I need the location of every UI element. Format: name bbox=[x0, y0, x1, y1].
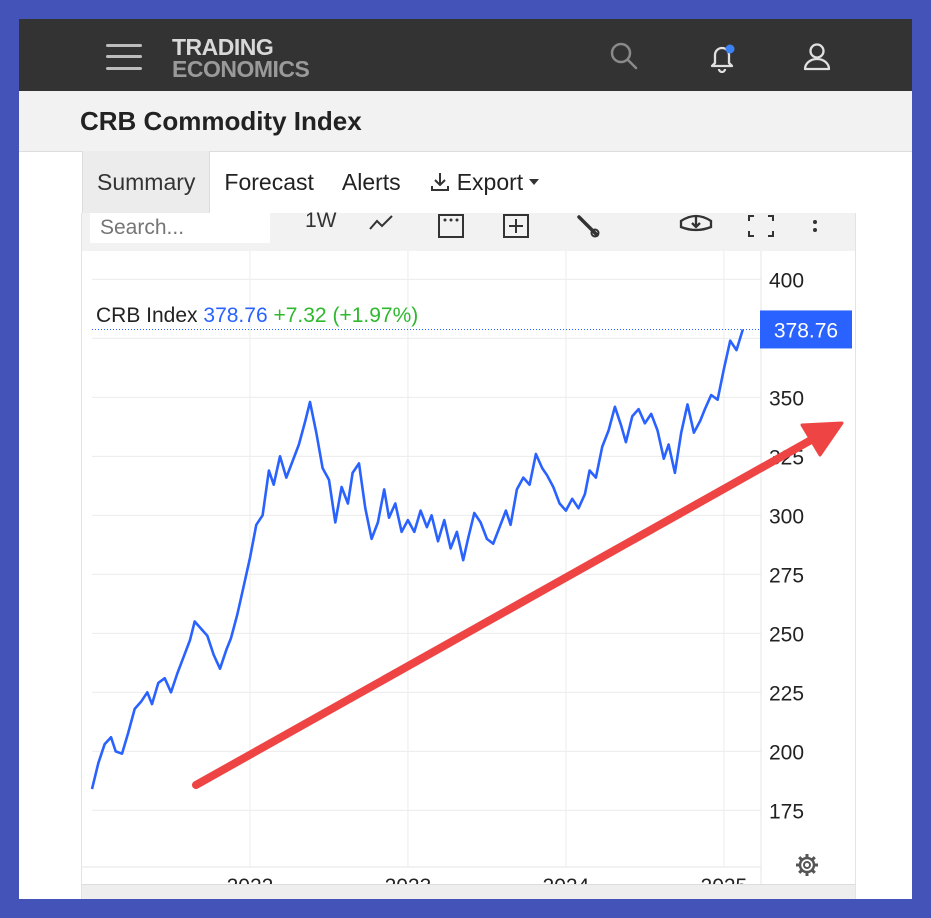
more-icon[interactable] bbox=[811, 213, 819, 245]
symbol-search-input[interactable] bbox=[90, 213, 270, 243]
logo[interactable]: TRADING ECONOMICS bbox=[172, 34, 310, 82]
tab-summary[interactable]: Summary bbox=[82, 151, 211, 213]
menu-icon[interactable] bbox=[106, 42, 142, 72]
y-tick-label: 200 bbox=[769, 741, 804, 764]
search-icon[interactable] bbox=[609, 41, 639, 71]
chart-plot: 1752002252502753003253504002022202320242… bbox=[82, 251, 852, 899]
legend-series-name: CRB Index bbox=[96, 304, 203, 327]
chart-container: 1W 17520022525027530032535040 bbox=[81, 209, 856, 899]
y-tick-label: 275 bbox=[769, 564, 804, 587]
period-selector[interactable]: 1W bbox=[305, 209, 337, 232]
tab-forecast[interactable]: Forecast bbox=[224, 168, 314, 195]
y-tick-label: 175 bbox=[769, 800, 804, 823]
user-icon[interactable] bbox=[802, 41, 832, 71]
legend-change: +7.32 (+1.97%) bbox=[273, 304, 418, 327]
title-bar: CRB Commodity Index bbox=[19, 91, 912, 152]
tab-alerts[interactable]: Alerts bbox=[341, 168, 401, 195]
y-tick-label: 300 bbox=[769, 505, 804, 528]
chevron-down-icon bbox=[529, 179, 540, 185]
y-tick-label: 400 bbox=[769, 269, 804, 292]
line-chart-icon[interactable] bbox=[368, 213, 394, 241]
chart-bottom-strip bbox=[82, 884, 855, 899]
logo-line-2: ECONOMICS bbox=[172, 56, 310, 82]
page-title: CRB Commodity Index bbox=[80, 106, 362, 136]
annotation-arrow-line bbox=[192, 431, 824, 789]
bell-icon[interactable] bbox=[707, 41, 737, 74]
series-line-crb-index bbox=[90, 329, 745, 790]
tab-export[interactable]: Export bbox=[415, 151, 555, 213]
logo-line-1: TRADING bbox=[172, 34, 274, 60]
chart-toolbar: 1W bbox=[82, 209, 855, 251]
y-tick-label: 225 bbox=[769, 682, 804, 705]
price-tag-label: 378.76 bbox=[774, 319, 838, 342]
calendar-icon[interactable] bbox=[437, 213, 465, 245]
settings-gear-icon[interactable] bbox=[796, 854, 818, 876]
tab-export-label: Export bbox=[456, 168, 524, 195]
add-icon[interactable] bbox=[502, 213, 530, 245]
annotation-arrow-head bbox=[800, 421, 844, 457]
y-tick-label: 250 bbox=[769, 623, 804, 646]
price-tag bbox=[760, 310, 852, 349]
y-tick-label: 350 bbox=[769, 387, 804, 410]
fullscreen-icon[interactable] bbox=[746, 213, 776, 245]
download-icon[interactable] bbox=[678, 213, 714, 241]
legend: CRB Index 378.76 +7.32 (+1.97%) bbox=[96, 304, 418, 327]
top-navigation-bar: TRADING ECONOMICS bbox=[19, 19, 912, 91]
legend-value: 378.76 bbox=[203, 304, 273, 327]
tab-bar: Summary Forecast Alerts Export bbox=[82, 151, 555, 213]
wrench-icon[interactable] bbox=[575, 213, 601, 245]
app-frame: TRADING ECONOMICS CRB Commodity Index Su… bbox=[19, 19, 912, 899]
download-icon bbox=[430, 173, 449, 191]
